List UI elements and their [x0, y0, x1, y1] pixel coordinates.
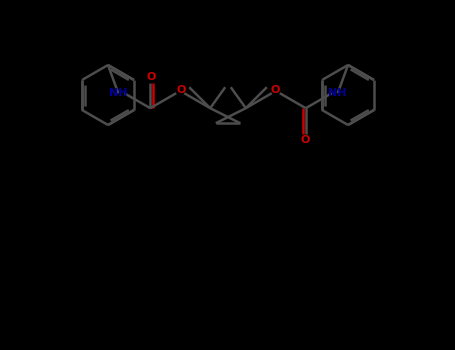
Text: NH: NH	[109, 88, 127, 98]
Text: O: O	[300, 135, 309, 145]
Text: O: O	[177, 85, 186, 95]
Text: O: O	[147, 72, 156, 82]
Text: NH: NH	[329, 88, 347, 98]
Text: O: O	[270, 85, 279, 95]
